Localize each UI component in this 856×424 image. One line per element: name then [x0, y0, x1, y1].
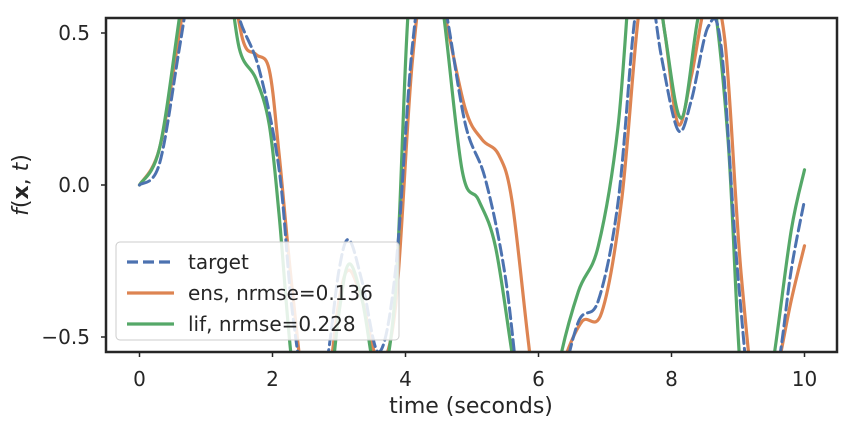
y-tick-label: 0.0: [58, 173, 90, 197]
legend-label-ens: ens, nrmse=0.136: [188, 281, 373, 305]
y-tick-label: 0.5: [58, 21, 90, 45]
x-tick-label: 0: [133, 367, 146, 391]
legend-label-target: target: [188, 250, 249, 274]
y-axis-label: f(x, t): [9, 154, 34, 216]
x-tick-label: 2: [266, 367, 279, 391]
y-tick-label: −0.5: [41, 325, 90, 349]
x-tick-label: 6: [532, 367, 545, 391]
legend-label-lif: lif, nrmse=0.228: [188, 312, 356, 336]
x-tick-label: 4: [399, 367, 412, 391]
legend: target ens, nrmse=0.136 lif, nrmse=0.228: [116, 242, 399, 340]
x-tick-label: 10: [792, 367, 817, 391]
series-line-ens: [140, 0, 805, 424]
x-tick-label: 8: [665, 367, 678, 391]
series-line-target: [140, 0, 805, 424]
x-axis-label: time (seconds): [389, 394, 553, 419]
series-line-lif: [140, 0, 805, 424]
y-tick-labels: 1.00.50.0−0.5−1.0: [41, 0, 106, 424]
plot-lines: [140, 0, 805, 424]
x-tick-labels: 0 2 4 6 8 10: [133, 352, 817, 391]
